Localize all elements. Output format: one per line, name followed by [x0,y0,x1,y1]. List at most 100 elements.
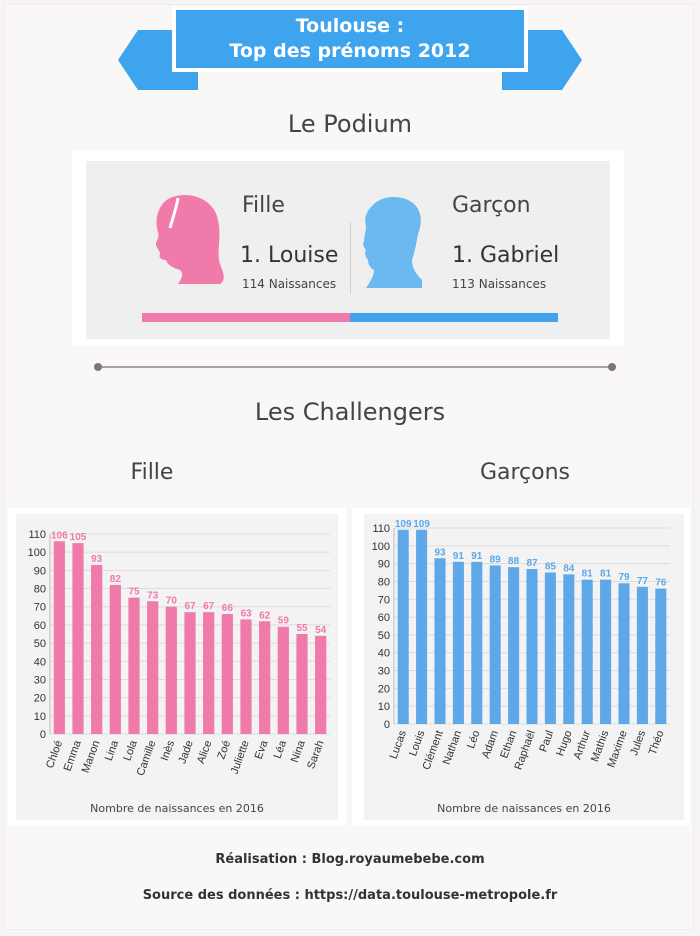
bar [471,561,483,724]
bar [600,579,612,724]
boy-silhouette-icon [363,197,422,288]
y-tick-label: 100 [28,547,46,559]
data-label: 85 [545,562,557,573]
y-tick-label: 50 [34,638,46,650]
challengers-heading: Les Challengers [254,398,446,426]
x-tick-label: Eva [253,738,271,761]
bar [203,612,215,734]
data-label: 66 [222,603,234,614]
bar [508,567,520,724]
section-divider [98,366,612,368]
y-tick-label: 50 [378,630,390,642]
bar [618,583,630,724]
bar [526,568,538,724]
title-line-2: Top des prénoms 2012 [229,40,471,62]
girls-heading: Fille [130,460,174,485]
divider-dot-right [608,363,616,371]
data-label: 88 [508,556,520,567]
data-label: 73 [147,590,159,601]
data-label: 81 [600,569,612,580]
y-tick-label: 80 [34,584,46,596]
y-tick-label: 0 [384,719,390,731]
data-label: 67 [184,601,196,612]
x-tick-label: Léa [272,738,290,760]
bar [397,529,409,724]
data-label: 91 [471,551,483,562]
bar [489,565,501,724]
data-label: 93 [91,554,103,565]
data-label: 87 [526,558,538,569]
x-tick-label: Léo [465,729,483,750]
x-tick-label: Hugo [554,729,574,758]
data-label: 63 [240,608,252,619]
bar [72,543,84,734]
bar [581,579,593,724]
bar [109,584,121,734]
y-tick-label: 110 [28,529,46,541]
data-label: 79 [618,572,630,583]
x-tick-label: Zoé [215,739,233,761]
y-tick-label: 110 [372,523,390,535]
y-tick-label: 30 [34,674,46,686]
y-tick-label: 90 [378,559,390,571]
x-tick-label: Jules [628,728,648,757]
data-label: 54 [315,625,327,636]
source-text: Source des données : https://data.toulou… [142,888,558,903]
x-tick-label: Nina [289,738,308,764]
data-label: 59 [278,616,290,627]
bar [434,558,446,724]
data-label: 70 [166,596,178,607]
data-label: 67 [203,601,215,612]
divider-dot-left [94,363,102,371]
x-tick-label: Lina [103,738,122,762]
y-tick-label: 10 [34,711,46,723]
data-label: 76 [655,578,667,589]
data-label: 82 [110,574,122,585]
y-tick-label: 20 [34,693,46,705]
boy-label: Garçon [452,193,531,218]
y-tick-label: 70 [34,602,46,614]
podium-divider [350,222,351,294]
y-tick-label: 70 [378,594,390,606]
x-tick-label: Alice [195,739,214,766]
x-tick-label: Paul [537,729,556,754]
data-label: 109 [413,519,430,530]
y-tick-label: 10 [378,701,390,713]
data-label: 84 [563,563,575,574]
data-label: 89 [490,554,502,565]
y-tick-label: 0 [40,729,46,741]
girl-top-name: 1. Louise [240,243,339,268]
x-tick-label: Lola [121,738,140,762]
data-label: 106 [51,530,68,541]
y-tick-label: 40 [378,648,390,660]
data-label: 81 [582,569,594,580]
boys-bar-chart: 0 10 20 30 40 50 60 70 80 90 100 110 109 Lucas 109 Loui… [372,519,670,772]
title-banner: Toulouse : Top des prénoms 2012 [172,6,528,72]
boys-chart-caption: Nombre de naissances en 2016 [437,802,611,815]
data-label: 105 [70,532,87,543]
bar [636,586,648,724]
bar [544,572,556,724]
data-label: 77 [637,576,649,587]
bar [147,601,159,734]
y-tick-label: 60 [34,620,46,632]
y-tick-label: 30 [378,666,390,678]
y-tick-label: 100 [372,541,390,553]
x-tick-label: Lucas [388,728,409,760]
bar [91,564,103,734]
x-tick-label: Jade [176,739,195,766]
girl-silhouette-icon [156,194,224,284]
bar [184,612,196,734]
y-tick-label: 40 [34,656,46,668]
bar [53,541,65,734]
boys-heading: Garçons [479,460,571,485]
bar [240,619,252,734]
x-tick-label: Théo [647,729,667,757]
data-label: 75 [128,587,140,598]
boys-chart-card: 0 10 20 30 40 50 60 70 80 90 100 110 109 Lucas 109 Loui… [352,508,690,826]
boy-top-name: 1. Gabriel [452,243,560,268]
girl-top-count: 114 Naissances [242,277,337,291]
bar [296,634,308,734]
credit-text: Réalisation : Blog.royaumebebe.com [215,852,485,867]
